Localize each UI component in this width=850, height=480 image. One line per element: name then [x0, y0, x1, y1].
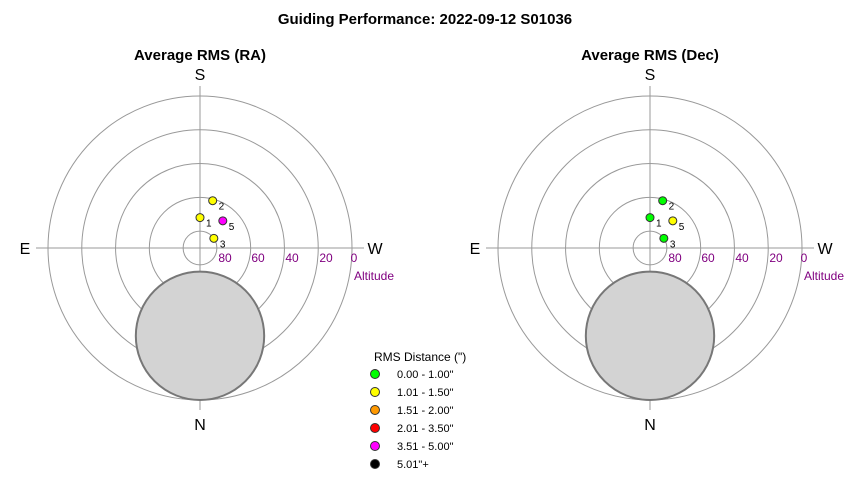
data-point-label-3: 3	[670, 239, 676, 250]
altitude-label-ra: Altitude	[354, 269, 394, 283]
legend-item: 1.01 - 1.50"	[370, 387, 454, 399]
altitude-tick-40-dec: 40	[735, 251, 749, 265]
legend-item: 0.00 - 1.00"	[370, 369, 454, 381]
altitude-tick-80-dec: 80	[668, 251, 682, 265]
data-point-label-5: 5	[229, 222, 235, 233]
plot-title-ra: Average RMS (RA)	[134, 47, 266, 64]
data-point-3	[209, 233, 219, 243]
compass-right-ra: W	[367, 241, 383, 258]
legend-item: 5.01"+	[370, 459, 429, 471]
legend-item: 2.01 - 3.50"	[370, 423, 454, 435]
polar-plot-ra: Average RMS (RA) S N E W 80 60 40 20 0 A…	[20, 47, 395, 434]
data-point-5	[668, 216, 678, 226]
altitude-tick-40-ra: 40	[285, 251, 299, 265]
altitude-tick-20-ra: 20	[319, 251, 333, 265]
compass-right-dec: W	[817, 241, 833, 258]
legend-label: 0.00 - 1.00"	[397, 369, 454, 381]
data-point-1	[645, 213, 655, 223]
data-point-label-5: 5	[679, 222, 685, 233]
altitude-tick-60-ra: 60	[251, 251, 265, 265]
legend-label: 1.01 - 1.50"	[397, 387, 454, 399]
compass-bottom-ra: N	[194, 417, 206, 434]
compass-top-ra: S	[195, 67, 206, 84]
data-point-2	[658, 196, 668, 206]
legend-label: 5.01"+	[397, 459, 429, 471]
data-point-3	[659, 233, 669, 243]
legend-title: RMS Distance (")	[374, 350, 466, 364]
legend-swatch	[370, 369, 380, 379]
obstruction-disc-dec	[584, 270, 716, 402]
data-point-label-1: 1	[206, 219, 212, 230]
obstruction-disc	[584, 270, 716, 402]
legend-swatch	[370, 405, 380, 415]
altitude-tick-20-dec: 20	[769, 251, 783, 265]
altitude-tick-0-ra: 0	[351, 251, 358, 265]
compass-top-dec: S	[645, 67, 656, 84]
compass-left-ra: E	[20, 241, 31, 258]
legend-item: 3.51 - 5.00"	[370, 441, 454, 453]
legend-label: 1.51 - 2.00"	[397, 405, 454, 417]
altitude-tick-0-dec: 0	[801, 251, 808, 265]
legend-swatch	[370, 459, 380, 469]
legend-item: 1.51 - 2.00"	[370, 405, 454, 417]
legend: RMS Distance (") 0.00 - 1.00" 1.01 - 1.5…	[370, 350, 466, 471]
legend-swatch	[370, 423, 380, 433]
data-point-label-2: 2	[219, 202, 225, 213]
legend-label: 2.01 - 3.50"	[397, 423, 454, 435]
figure-title: Guiding Performance: 2022-09-12 S01036	[278, 11, 572, 28]
compass-left-dec: E	[470, 241, 481, 258]
data-point-2	[208, 196, 218, 206]
legend-swatch	[370, 387, 380, 397]
data-point-label-3: 3	[220, 239, 226, 250]
polar-plot-dec: Average RMS (Dec) S N E W 80 60 40 20 0 …	[470, 47, 845, 434]
data-point-label-1: 1	[656, 219, 662, 230]
obstruction-disc	[134, 270, 266, 402]
data-point-5	[218, 216, 228, 226]
plot-title-dec: Average RMS (Dec)	[581, 47, 719, 64]
compass-bottom-dec: N	[644, 417, 656, 434]
altitude-tick-60-dec: 60	[701, 251, 715, 265]
data-point-1	[195, 213, 205, 223]
obstruction-disc-ra	[134, 270, 266, 402]
legend-label: 3.51 - 5.00"	[397, 441, 454, 453]
legend-swatch	[370, 441, 380, 451]
altitude-label-dec: Altitude	[804, 269, 844, 283]
altitude-tick-80-ra: 80	[218, 251, 232, 265]
data-point-label-2: 2	[669, 202, 675, 213]
